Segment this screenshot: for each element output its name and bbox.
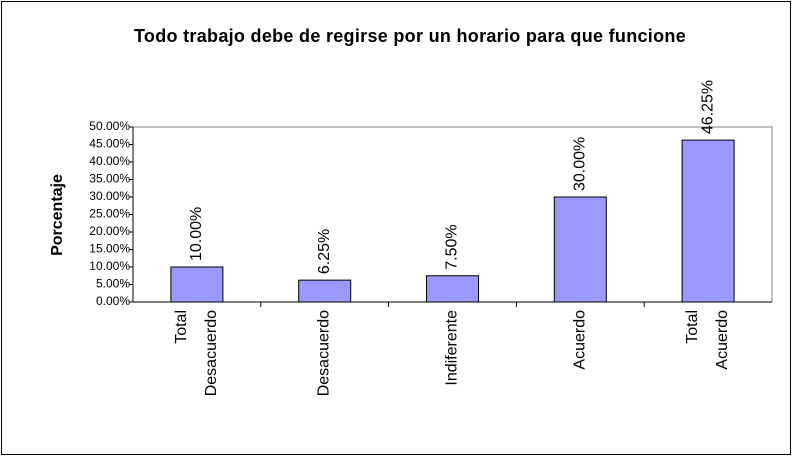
y-tick-label: 10.00% [89, 259, 130, 273]
y-tick-label: 45.00% [89, 137, 130, 151]
y-tick-label: 30.00% [89, 189, 130, 203]
x-tick-label: Desacuerdo [315, 310, 333, 397]
value-label: 10.00% [188, 207, 205, 261]
plot-area [132, 126, 773, 303]
bar [170, 266, 224, 303]
y-tick-label: 40.00% [89, 154, 130, 168]
value-label: 46.25% [699, 80, 716, 134]
x-tick-label: Total Acuerdo [684, 310, 732, 370]
x-tick-label: Total Desacuerdo [172, 310, 220, 397]
bar [681, 139, 735, 303]
y-tick-label: 0.00% [96, 294, 130, 308]
x-tick-label: Indiferente [443, 310, 461, 386]
value-label: 30.00% [572, 137, 589, 191]
y-tick-label: 25.00% [89, 207, 130, 221]
bar [426, 275, 479, 303]
y-tick-label: 5.00% [96, 277, 130, 291]
y-tick-label: 15.00% [89, 242, 130, 256]
y-axis-title: Porcentaje [49, 174, 66, 256]
y-tick-label: 20.00% [89, 224, 130, 238]
bar [298, 279, 352, 303]
value-label: 6.25% [316, 229, 333, 274]
x-tick-label: Acuerdo [571, 310, 589, 370]
chart-title: Todo trabajo debe de regirse por un hora… [133, 26, 687, 46]
value-label: 7.50% [444, 224, 461, 269]
y-tick-label: 50.00% [89, 119, 130, 133]
y-tick-label: 35.00% [89, 172, 130, 186]
bar [553, 196, 607, 303]
